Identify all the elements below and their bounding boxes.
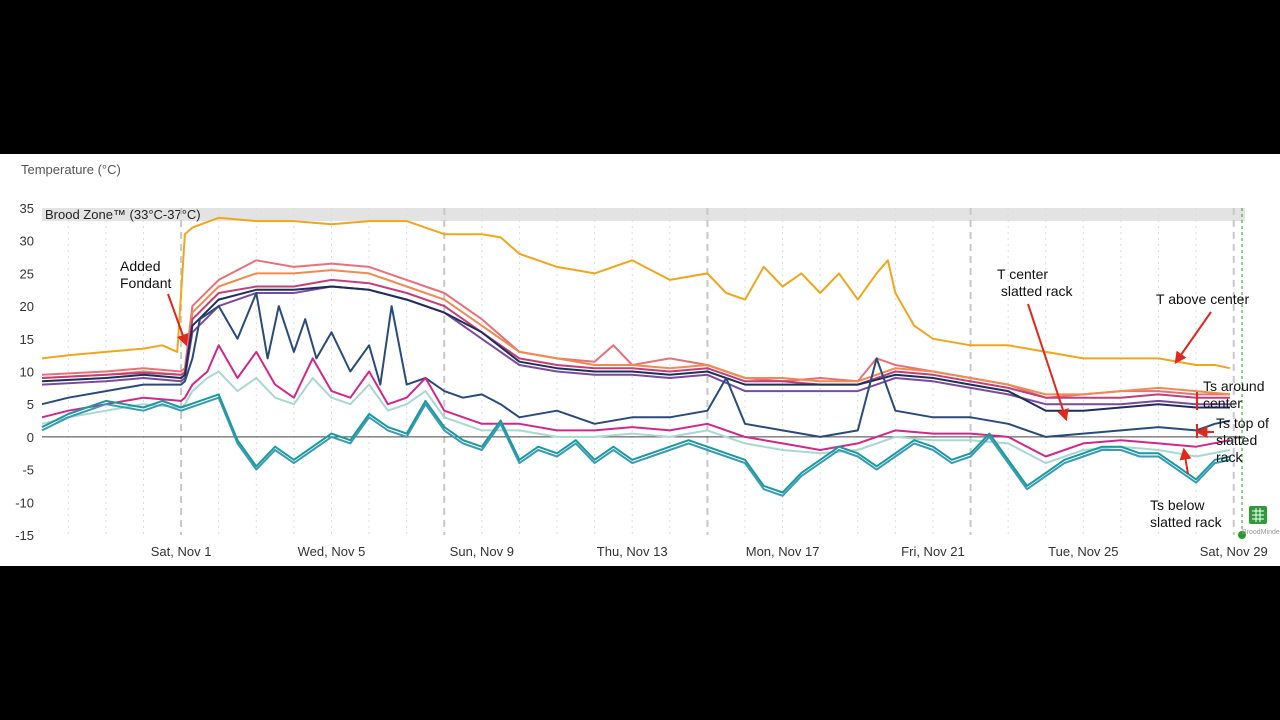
y-tick-label: -15	[15, 528, 34, 543]
x-tick-label: Mon, Nov 17	[746, 544, 820, 559]
series-line	[41, 393, 1231, 494]
annotation-line: slatted rack	[1150, 514, 1223, 530]
annotation-line: Ts top of	[1216, 415, 1269, 431]
series-line	[41, 396, 1231, 497]
y-tick-label: 10	[20, 365, 34, 380]
y-tick-label: 5	[27, 397, 34, 412]
broodminder-watermark: BroodMinder	[1242, 529, 1280, 536]
x-tick-label: Sat, Nov 29	[1200, 544, 1268, 559]
brood-zone-band	[42, 208, 1245, 222]
brood-zone-label: Brood Zone™ (33°C-37°C)	[45, 207, 201, 222]
series-line	[41, 216, 1231, 370]
temperature-chart: Brood Zone™ (33°C-37°C) 35 30 25 20 15 10 5 0 -5…	[15, 201, 1280, 559]
annotation-label: T above center	[1156, 291, 1249, 307]
series-line	[41, 292, 1231, 438]
series-line	[41, 370, 1231, 465]
y-tick-label: -10	[15, 495, 34, 510]
y-tick-label: 0	[27, 430, 34, 445]
annotation-line: Ts below	[1150, 497, 1205, 513]
x-tick-label: Thu, Nov 13	[597, 544, 668, 559]
annotation-label: Ts top of slatted rack	[1216, 415, 1269, 465]
x-tick-label: Sat, Nov 1	[151, 544, 212, 559]
y-tick-label: 15	[20, 332, 34, 347]
below-rack-arrow	[1179, 447, 1192, 475]
annotation-line: rack	[1216, 449, 1243, 465]
y-tick-label: -5	[22, 463, 34, 478]
annotation-line: Ts around	[1203, 378, 1264, 394]
y-tick-label: 20	[20, 299, 34, 314]
annotation-line: Fondant	[120, 275, 171, 291]
annotation-label: Ts around center	[1203, 378, 1264, 411]
annotation-line: Added	[120, 258, 160, 274]
y-axis-title: Temperature (°C)	[21, 162, 121, 177]
x-tick-label: Fri, Nov 21	[901, 544, 965, 559]
annotation-line: slatted	[1216, 432, 1257, 448]
annotation-label: Ts below slatted rack	[1150, 497, 1223, 530]
above-center-arrow	[1174, 311, 1212, 364]
annotation-line: T center	[997, 266, 1048, 282]
x-tick-label: Sun, Nov 9	[450, 544, 514, 559]
now-marker	[1238, 531, 1246, 539]
y-tick-label: 25	[20, 266, 34, 281]
center-arrow	[1027, 303, 1069, 422]
annotation-line: T above center	[1156, 291, 1249, 307]
x-tick-label: Wed, Nov 5	[298, 544, 366, 559]
series-line	[41, 285, 1230, 406]
broodminder-logo-grid	[1252, 508, 1264, 522]
series-line	[41, 269, 1231, 396]
chart-panel: Temperature (°C) Brood Zone™ (33°C-37°C)…	[0, 154, 1280, 566]
series-line	[41, 344, 1231, 458]
y-tick-label: 30	[20, 234, 34, 249]
series-line	[41, 278, 1230, 399]
annotation-label: Added Fondant	[120, 258, 171, 291]
annotation-line: slatted rack	[997, 283, 1073, 299]
annotation-line: center	[1203, 395, 1242, 411]
annotation-label: T center slatted rack	[997, 266, 1073, 299]
y-tick-label: 35	[20, 201, 34, 216]
x-tick-label: Tue, Nov 25	[1048, 544, 1118, 559]
series-line	[41, 285, 1230, 412]
fondant-arrow	[167, 293, 189, 347]
